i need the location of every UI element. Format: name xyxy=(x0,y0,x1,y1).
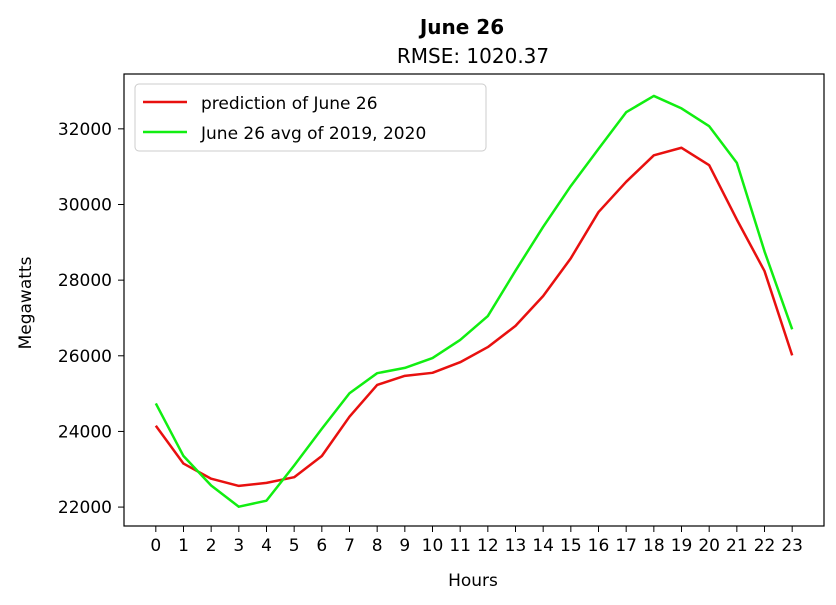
x-tick-label: 12 xyxy=(477,536,499,556)
x-tick-label: 23 xyxy=(781,536,803,556)
x-tick-label: 15 xyxy=(560,536,582,556)
x-tick-label: 21 xyxy=(726,536,748,556)
chart-subtitle: RMSE: 1020.37 xyxy=(397,44,549,68)
y-axis-label: Megawatts xyxy=(16,256,36,349)
y-tick-label: 26000 xyxy=(58,347,112,367)
x-tick-label: 20 xyxy=(698,536,720,556)
x-tick-label: 5 xyxy=(289,536,300,556)
y-tick-label: 30000 xyxy=(58,195,112,215)
series-line-0 xyxy=(154,146,794,488)
legend-box xyxy=(134,83,487,152)
x-tick-label: 7 xyxy=(344,536,355,556)
x-tick-label: 8 xyxy=(372,536,383,556)
x-tick-label: 9 xyxy=(399,536,410,556)
x-tick-label: 19 xyxy=(671,536,693,556)
y-tick-label: 22000 xyxy=(58,498,112,518)
y-tick-label: 28000 xyxy=(58,271,112,291)
x-tick-label: 10 xyxy=(422,536,444,556)
chart-title: June 26 xyxy=(418,15,504,39)
x-tick-label: 1 xyxy=(178,536,189,556)
plot-frame xyxy=(123,73,825,527)
legend-label-average: June 26 avg of 2019, 2020 xyxy=(200,124,426,144)
plot-area xyxy=(123,73,825,527)
x-tick-label: 18 xyxy=(643,536,665,556)
series-line-1 xyxy=(154,94,794,508)
x-axis: 0 1 2 3 4 5 6 7 8 9 10 11 12 13 14 15 16 17 18 19 20 21 22 23 xyxy=(150,526,803,556)
y-tick-label: 24000 xyxy=(58,422,112,442)
x-tick-label: 4 xyxy=(261,536,272,556)
x-tick-label: 11 xyxy=(449,536,471,556)
y-axis: 22000 24000 26000 28000 30000 32000 xyxy=(58,120,124,518)
legend: prediction of June 26 June 26 avg of 201… xyxy=(134,83,487,152)
x-tick-label: 3 xyxy=(233,536,244,556)
x-tick-label: 17 xyxy=(615,536,637,556)
x-tick-label: 2 xyxy=(206,536,217,556)
x-tick-label: 13 xyxy=(505,536,527,556)
x-tick-label: 16 xyxy=(588,536,610,556)
legend-label-prediction: prediction of June 26 xyxy=(201,94,378,114)
x-tick-label: 6 xyxy=(316,536,327,556)
x-axis-label: Hours xyxy=(448,571,498,591)
x-tick-label: 22 xyxy=(754,536,776,556)
y-tick-label: 32000 xyxy=(58,120,112,140)
x-tick-label: 14 xyxy=(532,536,554,556)
x-tick-label: 0 xyxy=(150,536,161,556)
